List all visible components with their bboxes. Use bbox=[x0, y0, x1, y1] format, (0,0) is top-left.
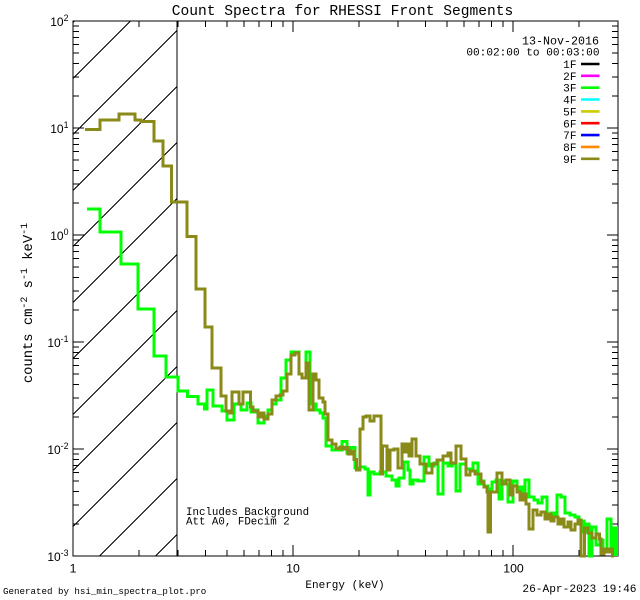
svg-text:2F: 2F bbox=[563, 72, 576, 84]
svg-text:Generated by hsi_min_spectra_p: Generated by hsi_min_spectra_plot.pro bbox=[3, 586, 206, 597]
svg-text:counts cm-2 s-1 keV-1: counts cm-2 s-1 keV-1 bbox=[20, 223, 37, 383]
svg-text:Att A0, FDecim 2: Att A0, FDecim 2 bbox=[186, 517, 290, 529]
svg-text:6F: 6F bbox=[563, 119, 576, 131]
svg-text:Count Spectra for RHESSI Front: Count Spectra for RHESSI Front Segments bbox=[172, 4, 514, 20]
svg-text:5F: 5F bbox=[563, 107, 576, 119]
svg-text:4F: 4F bbox=[563, 96, 576, 108]
svg-text:26-Apr-2023 19:46: 26-Apr-2023 19:46 bbox=[522, 584, 636, 596]
svg-text:7F: 7F bbox=[563, 131, 576, 143]
svg-text:100: 100 bbox=[503, 562, 524, 576]
svg-text:Energy (keV): Energy (keV) bbox=[305, 580, 384, 592]
svg-text:9F: 9F bbox=[563, 155, 576, 167]
svg-text:8F: 8F bbox=[563, 143, 576, 155]
svg-text:Includes Background: Includes Background bbox=[186, 507, 309, 519]
svg-text:1: 1 bbox=[70, 562, 77, 576]
svg-text:00:02:00 to 00:03:00: 00:02:00 to 00:03:00 bbox=[466, 48, 599, 60]
svg-text:10: 10 bbox=[286, 562, 300, 576]
svg-text:13-Nov-2016: 13-Nov-2016 bbox=[522, 35, 599, 49]
svg-text:3F: 3F bbox=[563, 84, 576, 96]
svg-text:1F: 1F bbox=[563, 60, 576, 72]
